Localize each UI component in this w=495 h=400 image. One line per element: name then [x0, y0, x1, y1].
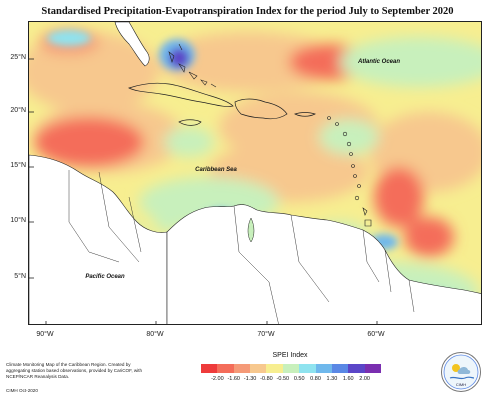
lon-tick-label: 70°W — [257, 331, 275, 338]
legend-swatch — [364, 364, 381, 373]
puerto-rico-island — [294, 112, 316, 117]
lesser-antilles — [327, 116, 368, 216]
bahamas-islands — [168, 43, 217, 88]
lat-tick-label: 10°N — [10, 217, 26, 224]
legend-label: -0.50 — [276, 376, 290, 382]
legend-swatch — [315, 364, 332, 373]
legend-swatch — [331, 364, 349, 373]
lon-tick-label: 80°W — [146, 331, 164, 338]
legend-label: 0.80 — [310, 376, 321, 382]
jamaica-island — [178, 119, 202, 126]
legend-label: 2.00 — [359, 376, 370, 382]
legend-swatch — [348, 364, 365, 373]
map-tick-marks — [29, 58, 378, 324]
lat-tick-label: 15°N — [10, 162, 26, 169]
spei-map: Atlantic Ocean Caribbean Sea Pacific Oce… — [28, 21, 482, 325]
caribbean-sea-label: Caribbean Sea — [195, 167, 237, 173]
hispaniola-island — [234, 98, 288, 120]
lat-tick-label: 5°N — [14, 273, 26, 280]
cuba-island — [128, 82, 234, 107]
logo-text: CIMH — [456, 382, 466, 387]
legend-label: -2.00 — [211, 376, 224, 382]
atlantic-ocean-label: Atlantic Ocean — [357, 59, 400, 65]
legend-swatch — [266, 364, 283, 373]
lon-tick-label: 60°W — [367, 331, 385, 338]
legend-swatch — [282, 364, 300, 373]
south-america-landmass — [166, 204, 481, 324]
legend-swatch — [201, 364, 218, 373]
legend-label: -1.60 — [227, 376, 240, 382]
florida-peninsula — [114, 22, 150, 67]
legend-label: 1.60 — [342, 376, 354, 382]
logo-graphic: CIMH — [443, 354, 479, 390]
legend-colorbar — [201, 364, 381, 373]
trinidad-island — [364, 219, 372, 227]
credits-text: Climate Monitoring Map of the Caribbean … — [6, 362, 143, 379]
legend-title: SPEI Index — [272, 352, 308, 359]
legend-swatch — [299, 364, 316, 373]
pacific-ocean-label: Pacific Ocean — [85, 274, 125, 280]
legend-label: 1.30 — [326, 376, 338, 382]
footer-date: CIMH Oct-2020 — [6, 388, 38, 393]
legend-label: -1.30 — [243, 376, 257, 382]
legend-swatch — [233, 364, 251, 373]
legend-label: -0.80 — [260, 376, 273, 382]
lon-tick-label: 90°W — [36, 331, 54, 338]
central-america-landmass — [29, 154, 168, 324]
lat-tick-label: 20°N — [10, 107, 26, 114]
lat-tick-label: 25°N — [10, 54, 26, 61]
country-borders — [68, 170, 415, 324]
legend-swatch — [217, 364, 234, 373]
map-canvas: Atlantic Ocean Caribbean Sea Pacific Oce… — [29, 22, 481, 324]
legend-label: 0.50 — [293, 376, 305, 382]
map-title: Standardised Precipitation-Evapotranspir… — [41, 6, 454, 17]
lake-maracaibo — [247, 217, 255, 243]
cimh-logo: CIMH — [441, 352, 481, 392]
legend-labels: -2.00 -1.60 -1.30 -0.80 -0.50 0.50 0.80 1.30 1.6… — [201, 376, 381, 384]
legend-swatch — [250, 364, 267, 373]
